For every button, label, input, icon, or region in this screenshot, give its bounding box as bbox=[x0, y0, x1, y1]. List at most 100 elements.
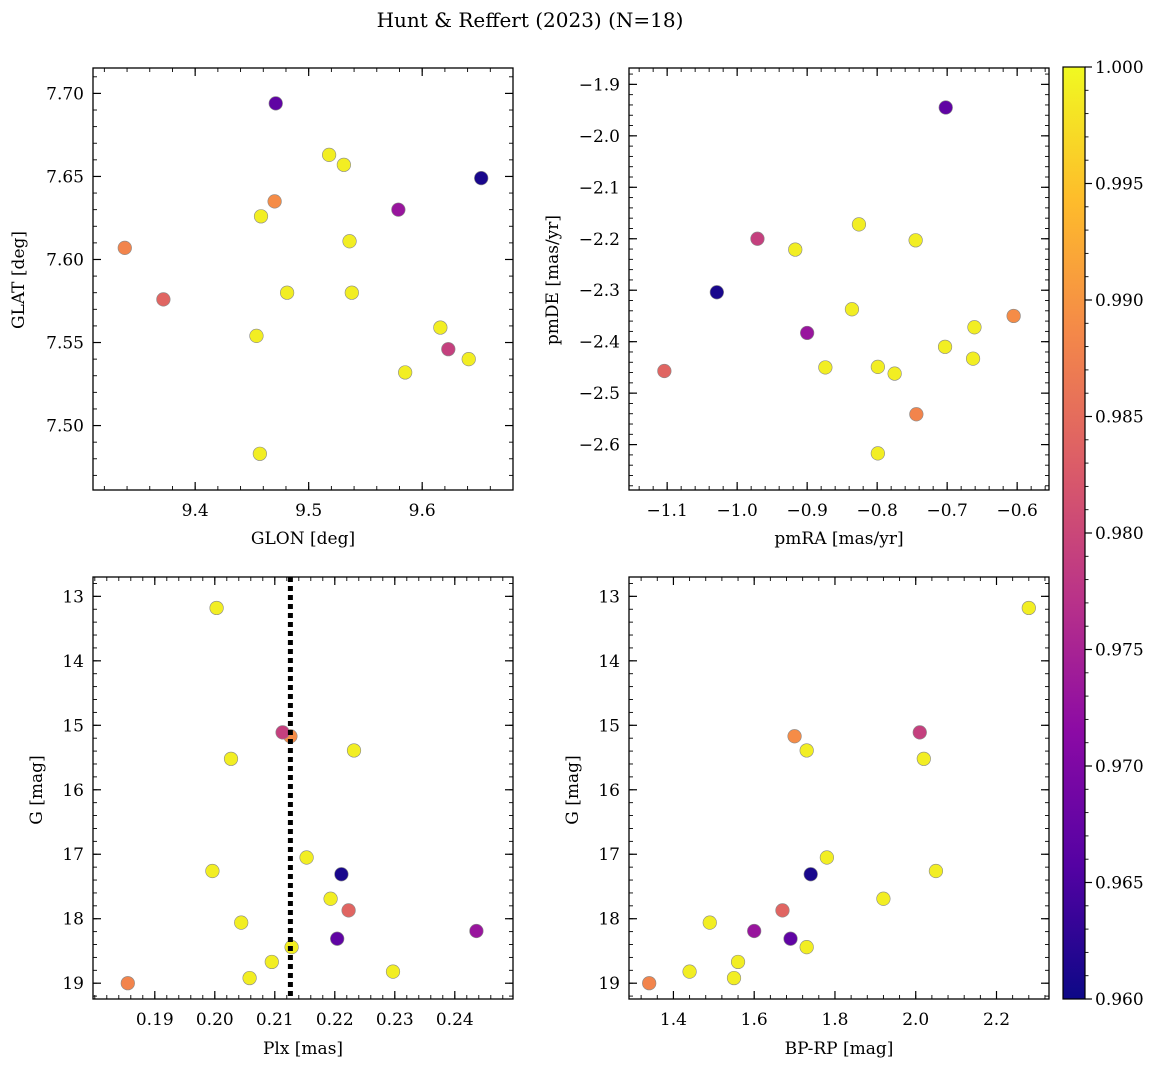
data-point bbox=[264, 954, 279, 970]
colorbar-tick-label: 1.000 bbox=[1095, 58, 1144, 78]
data-point bbox=[799, 939, 814, 955]
xlabel-glon: GLON [deg] bbox=[251, 529, 355, 549]
data-point bbox=[800, 325, 815, 341]
data-point bbox=[642, 976, 657, 991]
y-tick-label: 16 bbox=[62, 781, 84, 801]
data-point bbox=[799, 743, 814, 758]
y-tick-label: 7.55 bbox=[46, 334, 84, 354]
ylabel-g-cmd: G [mag] bbox=[563, 755, 583, 824]
x-tick-label: 0.19 bbox=[136, 1010, 174, 1030]
x-tick-label: 0.23 bbox=[376, 1010, 414, 1030]
data-point bbox=[330, 931, 345, 946]
data-point bbox=[818, 360, 833, 375]
colorbar-tick-label: 0.960 bbox=[1095, 990, 1144, 1010]
y-tick-label: −2.3 bbox=[579, 281, 620, 301]
axes-frame bbox=[92, 67, 514, 491]
x-tick-label: 0.21 bbox=[256, 1010, 294, 1030]
data-point bbox=[474, 171, 489, 186]
data-point bbox=[205, 863, 220, 879]
y-tick-label: −2.0 bbox=[579, 127, 620, 147]
y-tick-label: −2.6 bbox=[579, 436, 620, 456]
data-point bbox=[120, 976, 135, 991]
data-point bbox=[726, 970, 742, 986]
xlabel-plx: Plx [mas] bbox=[263, 1039, 343, 1059]
x-tick-label: 9.6 bbox=[409, 501, 436, 521]
data-point bbox=[341, 903, 356, 918]
x-tick-label: −0.7 bbox=[927, 501, 968, 521]
colorbar-tick-label: 0.985 bbox=[1095, 408, 1144, 428]
data-point bbox=[909, 407, 924, 422]
x-tick-label: −0.9 bbox=[787, 501, 828, 521]
data-point bbox=[928, 863, 944, 879]
data-point bbox=[844, 302, 860, 317]
colorbar-bar bbox=[1062, 66, 1086, 1000]
data-point bbox=[870, 359, 885, 374]
y-tick-label: 17 bbox=[598, 845, 620, 865]
data-point bbox=[775, 903, 790, 918]
y-tick-label: 18 bbox=[598, 910, 620, 930]
data-point bbox=[730, 954, 746, 970]
ylabel-pmde: pmDE [mas/yr] bbox=[543, 215, 563, 345]
data-point bbox=[788, 242, 803, 257]
colorbar-tick-label: 0.990 bbox=[1095, 291, 1144, 311]
data-point bbox=[1006, 308, 1021, 324]
data-point bbox=[267, 194, 282, 209]
x-tick-label: −1.1 bbox=[647, 501, 688, 521]
x-tick-label: 9.4 bbox=[182, 501, 209, 521]
ylabel-g-plx: G [mag] bbox=[27, 755, 47, 824]
data-point bbox=[747, 923, 762, 939]
data-point bbox=[252, 446, 267, 461]
panel-parallax: Plx [mas] G [mag] 0.19 0.20 0.21 0.22 0.23 0.… bbox=[27, 576, 514, 1059]
axes-frame bbox=[628, 67, 1050, 491]
x-tick-label: 1.6 bbox=[741, 1010, 768, 1030]
colorbar-tick-label: 0.965 bbox=[1095, 874, 1144, 894]
data-point bbox=[682, 964, 697, 979]
y-tick-label: 7.50 bbox=[46, 417, 84, 437]
data-point bbox=[117, 240, 132, 255]
data-point bbox=[209, 600, 224, 616]
data-point bbox=[253, 209, 269, 224]
data-point bbox=[275, 725, 290, 740]
data-point bbox=[323, 891, 338, 906]
y-tick-label: 15 bbox=[62, 716, 84, 736]
y-tick-label: 13 bbox=[598, 587, 620, 607]
y-tick-label: 19 bbox=[62, 974, 84, 994]
data-point bbox=[916, 751, 931, 766]
data-point bbox=[234, 915, 249, 930]
data-point bbox=[657, 363, 672, 379]
data-point bbox=[433, 320, 448, 335]
panel-proper-motion: pmRA [mas/yr] pmDE [mas/yr] −1.1 −1.0 −0.9… bbox=[543, 67, 1050, 549]
y-tick-label: −2.4 bbox=[579, 333, 620, 353]
y-tick-label: −2.2 bbox=[579, 230, 620, 250]
x-tick-label: 2.2 bbox=[983, 1010, 1010, 1030]
x-tick-label: 0.20 bbox=[196, 1010, 234, 1030]
y-tick-label: 7.65 bbox=[46, 167, 84, 187]
data-point bbox=[322, 147, 337, 162]
data-point bbox=[908, 233, 923, 248]
xlabel-bprp: BP-RP [mag] bbox=[785, 1039, 894, 1059]
data-point bbox=[268, 96, 283, 111]
x-tick-label: 2.0 bbox=[902, 1010, 929, 1030]
colorbar-tick-label: 0.970 bbox=[1095, 757, 1144, 777]
axes-frame bbox=[628, 576, 1050, 1000]
data-point bbox=[336, 157, 351, 172]
figure-title: Hunt & Reffert (2023) (N=18) bbox=[377, 8, 684, 32]
y-tick-label: 14 bbox=[598, 652, 620, 672]
x-tick-label: 1.4 bbox=[660, 1010, 687, 1030]
data-point bbox=[461, 352, 476, 367]
y-tick-label: 7.60 bbox=[46, 250, 84, 270]
y-tick-label: 15 bbox=[598, 716, 620, 736]
y-tick-label: −1.9 bbox=[579, 75, 620, 95]
colorbar: 0.960 0.965 0.970 0.975 0.980 0.985 0.990 0.995… bbox=[1062, 58, 1144, 1010]
colorbar-tick-label: 0.995 bbox=[1095, 175, 1144, 195]
x-tick-label: 9.5 bbox=[295, 501, 322, 521]
data-point bbox=[876, 891, 891, 906]
x-tick-label: 0.22 bbox=[316, 1010, 354, 1030]
panel-position: GLON [deg] GLAT [deg] 9.4 9.5 9.6 7.50 7.55 7… bbox=[9, 67, 514, 549]
axes-frame bbox=[92, 576, 514, 1000]
data-point bbox=[242, 970, 257, 986]
data-point bbox=[750, 231, 765, 246]
data-point bbox=[299, 850, 314, 865]
y-tick-label: −2.5 bbox=[579, 384, 620, 404]
y-tick-label: 16 bbox=[598, 781, 620, 801]
